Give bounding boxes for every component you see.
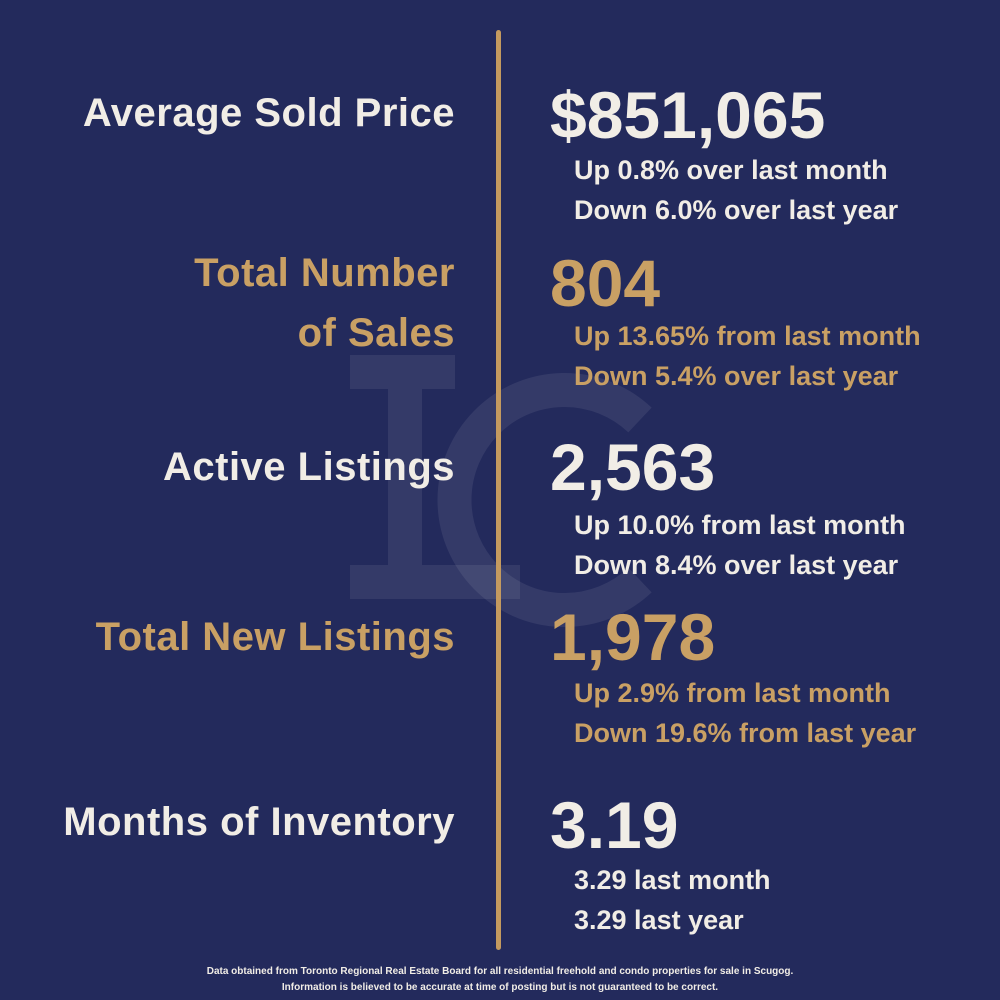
metric-note: Up 2.9% from last month	[574, 678, 891, 708]
metric-note: Down 6.0% over last year	[574, 195, 899, 225]
metric-label: Total New Listings	[95, 615, 455, 659]
metric-value: 3.19	[550, 788, 679, 862]
metric-note: Up 0.8% over last month	[574, 155, 888, 185]
footer-note: Information is believed to be accurate a…	[281, 982, 719, 993]
metric-value: 2,563	[550, 430, 716, 504]
metric-label: Total Number of Sales	[194, 251, 455, 355]
metric-value: 804	[550, 246, 661, 320]
divider	[496, 30, 501, 950]
metric-value: $851,065	[550, 78, 826, 152]
metric-note: Up 10.0% from last month	[574, 510, 906, 540]
footer-note: Data obtained from Toronto Regional Real…	[206, 966, 794, 977]
metric-note: 3.29 last month	[574, 865, 771, 895]
metric-note: Down 8.4% over last year	[574, 550, 899, 580]
metric-label: Months of Inventory	[63, 800, 455, 844]
metric-note: Down 5.4% over last year	[574, 361, 899, 391]
metric-note: 3.29 last year	[574, 905, 744, 935]
metric-note: Down 19.6% from last year	[574, 718, 917, 748]
metric-label: Active Listings	[162, 445, 455, 489]
metric-note: Up 13.65% from last month	[574, 321, 921, 351]
metric-value: 1,978	[550, 600, 716, 674]
metric-label: Average Sold Price	[82, 91, 455, 135]
